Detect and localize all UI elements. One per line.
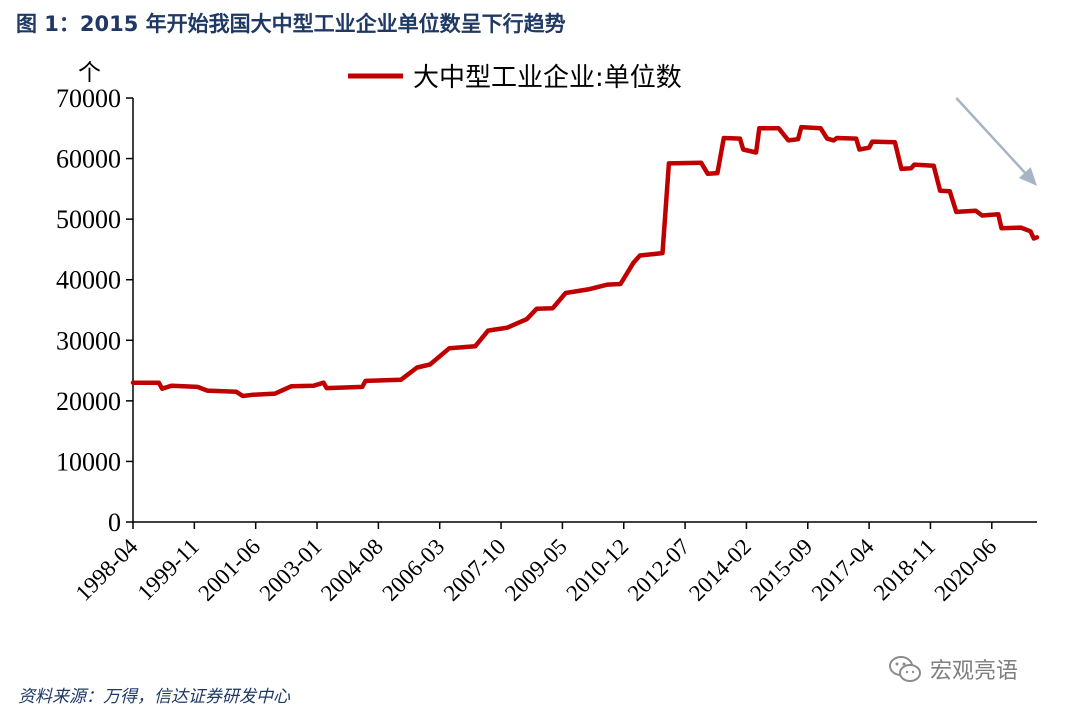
- y-tick-label: 40000: [56, 266, 121, 295]
- annotation-layer: [955, 97, 1037, 186]
- x-tick-label: 2006-03: [377, 534, 449, 606]
- chart-axes: [132, 98, 1037, 523]
- trend-arrow-line: [955, 97, 1026, 174]
- x-tick-label: 2003-01: [255, 534, 327, 606]
- y-axis-unit-label: 个: [78, 60, 101, 86]
- series-line: [130, 124, 1040, 399]
- x-tick-label: 2012-07: [623, 534, 695, 606]
- x-ticks: 1998-041999-112001-062003-012004-082006-…: [71, 522, 1001, 606]
- y-tick-label: 60000: [56, 145, 121, 174]
- x-tick-label: 2017-04: [807, 534, 879, 606]
- x-tick-label: 2009-05: [500, 534, 572, 606]
- x-tick-label: 2018-11: [869, 534, 940, 605]
- figure-title: 图 1：2015 年开始我国大中型工业企业单位数呈下行趋势: [16, 12, 566, 36]
- x-tick-label: 2001-06: [193, 534, 265, 606]
- x-tick-label: 2010-12: [561, 534, 633, 606]
- x-tick-label: 1998-04: [71, 534, 143, 606]
- trend-arrow-head: [1018, 167, 1037, 186]
- y-tick-label: 0: [108, 508, 121, 537]
- x-tick-label: 2004-08: [316, 534, 388, 606]
- y-tick-label: 10000: [56, 447, 121, 476]
- watermark: 宏观亮语: [888, 652, 1018, 686]
- x-tick-label: 2015-09: [745, 534, 817, 606]
- x-tick-label: 1999-11: [133, 534, 204, 605]
- series-layer: [130, 124, 1040, 399]
- y-ticks: 0 10000 20000 30000 40000 50000 60000 70000: [56, 84, 133, 537]
- y-tick-label: 50000: [56, 205, 121, 234]
- x-tick-label: 2014-02: [684, 534, 756, 606]
- watermark-text: 宏观亮语: [930, 659, 1019, 684]
- legend-label: 大中型工业企业:单位数: [413, 63, 682, 93]
- y-tick-label: 20000: [56, 387, 121, 416]
- y-tick-label: 30000: [56, 326, 121, 355]
- wechat-icon: [889, 656, 921, 682]
- x-tick-label: 2007-10: [439, 534, 511, 606]
- x-tick-label: 2020-06: [929, 534, 1001, 606]
- source-note: 资料来源：万得，信达证券研发中心: [18, 687, 290, 707]
- legend: 大中型工业企业:单位数: [348, 63, 682, 93]
- y-tick-label: 70000: [56, 84, 121, 113]
